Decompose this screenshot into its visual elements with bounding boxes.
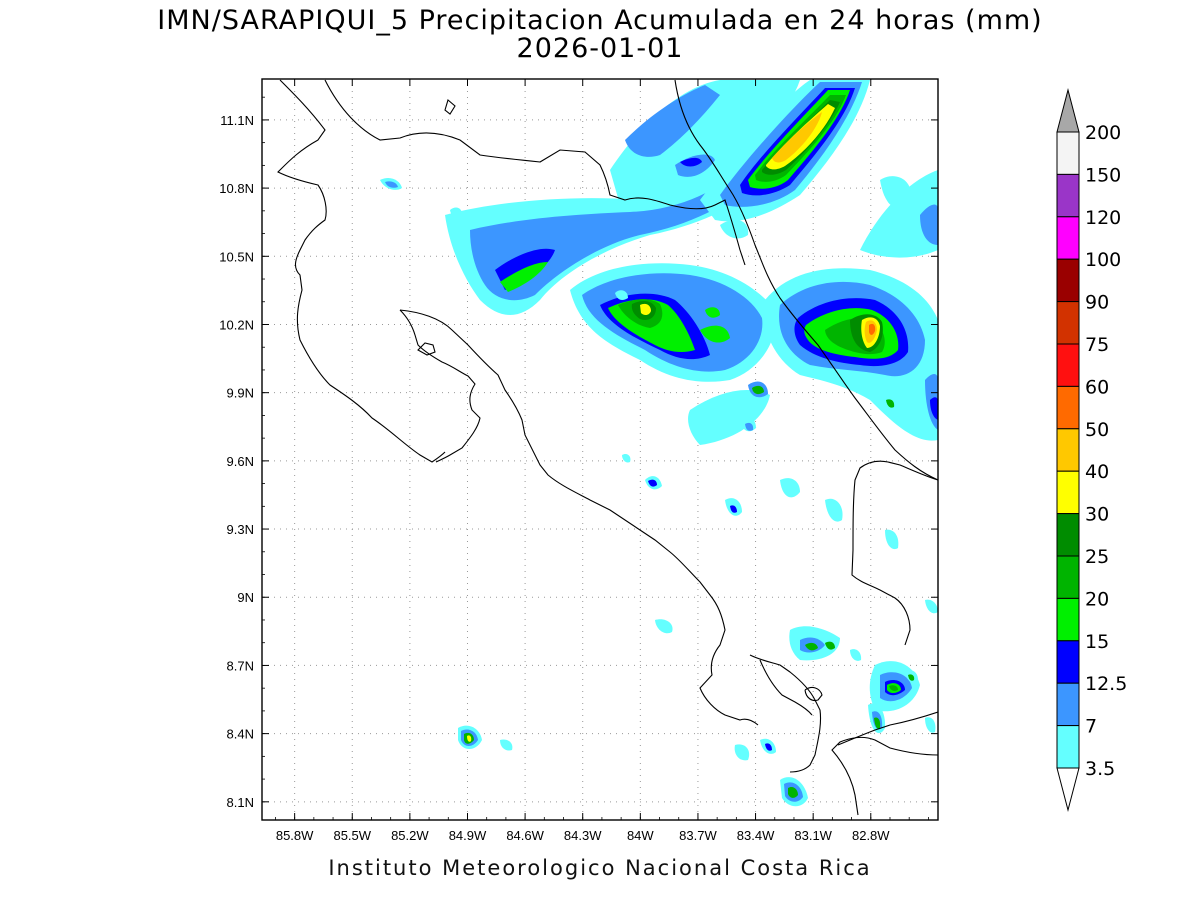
- lat-tick-label: 11.1N: [220, 113, 254, 128]
- lat-tick-label: 8.1N: [227, 795, 254, 810]
- lon-tick-label: 82.8W: [852, 828, 890, 843]
- coastlines: [277, 79, 938, 816]
- lake-island: [417, 342, 436, 356]
- colorbar-box: [1056, 682, 1080, 727]
- caribbean-coast: [674, 79, 938, 481]
- lat-tick-label: 9.3N: [227, 522, 254, 537]
- colorbar-box: [1056, 555, 1080, 599]
- colorbar-label: 3.5: [1085, 758, 1115, 780]
- colorbar-label: 25: [1085, 546, 1109, 568]
- colorbar-label: 90: [1085, 292, 1109, 314]
- colorbar-label: 12.5: [1085, 673, 1127, 695]
- lon-tick-label: 85.8W: [276, 828, 314, 843]
- lat-tick-label: 10.2N: [219, 317, 254, 332]
- lat-tick-label: 8.7N: [227, 658, 254, 673]
- colorbar-label: 20: [1085, 588, 1109, 610]
- lon-tick-label: 84W: [627, 828, 654, 843]
- lake-shape: [444, 99, 456, 115]
- colorbar-box: [1056, 258, 1080, 303]
- gulf-nicoya-coast: [399, 309, 759, 726]
- map-title: IMN/SARAPIQUI_5 Precipitacion Acumulada …: [157, 5, 1043, 36]
- lon-tick-label: 85.2W: [391, 828, 429, 843]
- colorbar-box: [1056, 470, 1080, 515]
- lon-tick-label: 84.3W: [564, 828, 602, 843]
- colorbar-box: [1056, 216, 1080, 260]
- lat-tick-label: 9.9N: [227, 386, 254, 401]
- lat-tick-label: 8.4N: [227, 727, 254, 742]
- lon-tick-label: 84.6W: [506, 828, 544, 843]
- panama-border: [851, 460, 938, 646]
- lon-tick-label: 85.5W: [333, 828, 371, 843]
- grid-lines: [262, 79, 938, 820]
- scattered-cells: [380, 176, 938, 807]
- colorbar-box: [1056, 131, 1080, 175]
- lon-tick-label: 83.7W: [679, 828, 717, 843]
- colorbar: 200 150 120 100 90 75 60 50 40 30 25 20 15 12.5 7 3.5: [1056, 88, 1127, 812]
- colorbar-box: [1056, 640, 1080, 684]
- colorbar-box: [1056, 343, 1080, 387]
- osa-coast: [749, 654, 822, 773]
- map-date: 2026-01-01: [516, 33, 684, 64]
- colorbar-bottom-arrow: [1056, 767, 1080, 812]
- colorbar-label: 30: [1085, 504, 1109, 526]
- axis-ticks: 85.8W 85.5W 85.2W 84.9W 84.6W 84.3W 84W 83.7W 83…: [219, 79, 938, 843]
- colorbar-label: 100: [1085, 249, 1121, 271]
- chiriqui-coast: [837, 711, 938, 746]
- colorbar-label: 40: [1085, 461, 1109, 483]
- colorbar-label: 60: [1085, 376, 1109, 398]
- lat-tick-label: 10.8N: [219, 181, 254, 196]
- nicaragua-border: [324, 79, 746, 266]
- burica-coast: [831, 736, 938, 816]
- lat-tick-label: 9N: [237, 590, 254, 605]
- plot-frame: [261, 78, 939, 821]
- colorbar-label: 150: [1085, 164, 1121, 186]
- precip-field: [380, 80, 938, 807]
- lon-tick-label: 83.1W: [794, 828, 832, 843]
- institution-footer: Instituto Meteorologico Nacional Costa R…: [328, 856, 872, 880]
- nicaragua-coast: [277, 79, 446, 463]
- colorbar-box: [1056, 301, 1080, 345]
- east-rain-cluster: [764, 268, 938, 441]
- northeast-rain-band: [700, 80, 938, 258]
- nicoya-coast: [399, 309, 481, 463]
- colorbar-box: [1056, 173, 1080, 218]
- colorbar-label: 75: [1085, 334, 1109, 356]
- colorbar-label: 200: [1085, 122, 1121, 144]
- colorbar-box: [1056, 597, 1080, 642]
- central-rain-band: [570, 263, 776, 382]
- colorbar-top-arrow: [1056, 88, 1080, 133]
- colorbar-label: 7: [1085, 716, 1097, 738]
- lon-tick-label: 83.4W: [737, 828, 775, 843]
- lon-tick-label: 84.9W: [449, 828, 487, 843]
- colorbar-box: [1056, 513, 1080, 557]
- north-rain-band: [445, 80, 800, 315]
- colorbar-label: 120: [1085, 207, 1121, 229]
- golfito-coast: [804, 686, 823, 702]
- colorbar-box: [1056, 725, 1080, 769]
- colorbar-label: 15: [1085, 631, 1109, 653]
- colorbar-box: [1056, 385, 1080, 430]
- colorbar-box: [1056, 428, 1080, 472]
- lat-tick-label: 9.6N: [227, 454, 254, 469]
- lat-tick-label: 10.5N: [219, 249, 254, 264]
- colorbar-label: 50: [1085, 419, 1109, 441]
